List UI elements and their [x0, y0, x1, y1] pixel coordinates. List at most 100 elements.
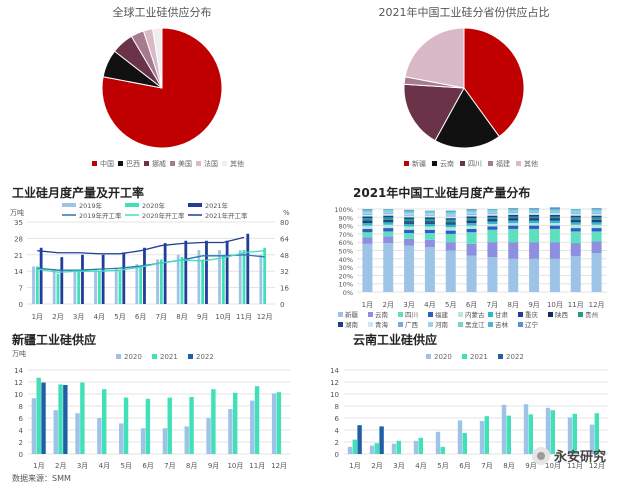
- bar-2020年-2月: [56, 273, 60, 304]
- y-tick-label: 8: [335, 403, 339, 411]
- bar-青海-9月: [529, 213, 540, 215]
- legend-swatch: [428, 312, 433, 317]
- x-tick-label: 4月: [94, 313, 105, 321]
- y2-tick-label: 0: [280, 301, 284, 309]
- x-tick-label: 5月: [121, 462, 132, 470]
- y-tick-label: 60%: [339, 239, 353, 247]
- x-tick-label: 1月: [362, 301, 373, 309]
- bar-广西-8月: [508, 212, 519, 214]
- bar-陕西-8月: [508, 218, 519, 219]
- bar-内蒙古-3月: [404, 226, 415, 230]
- y2-tick-label: 64: [280, 235, 289, 243]
- legend-swatch: [488, 161, 493, 166]
- bar-四川-1月: [362, 232, 373, 238]
- legend-swatch: [125, 203, 139, 207]
- bar-广西-5月: [445, 215, 456, 217]
- bar-吉林-6月: [466, 209, 477, 211]
- bar-吉林-3月: [404, 210, 415, 212]
- x-tick-label: 10月: [215, 313, 231, 321]
- bar-2020-12月: [271, 393, 277, 454]
- legend-label: 重庆: [525, 310, 539, 319]
- bar-甘肃-7月: [487, 221, 498, 224]
- legend-swatch: [460, 161, 465, 166]
- x-tick-label: 11月: [249, 462, 265, 470]
- bar-陕西-9月: [529, 218, 540, 219]
- bar-湖南-3月: [404, 217, 415, 219]
- bar-2020-6月: [140, 428, 146, 454]
- y-tick-label: 6: [335, 415, 340, 423]
- bar-广西-7月: [487, 213, 498, 214]
- bar-青海-7月: [487, 213, 498, 216]
- legend-label: 甘肃: [495, 310, 509, 319]
- legend-label: 辽宁: [525, 320, 539, 329]
- bar-河南-1月: [362, 212, 373, 214]
- bar-2020-3月: [75, 413, 80, 454]
- y-tick-label: 35: [14, 219, 23, 227]
- bar-2022-2月: [379, 426, 384, 454]
- bar-2019年-1月: [32, 266, 35, 304]
- bar-2021-1月: [352, 439, 357, 454]
- pie-slice-其他: [404, 27, 465, 89]
- bar-2021-3月: [80, 382, 85, 454]
- bar-2021年-4月: [101, 254, 105, 304]
- bar-陕西-6月: [466, 220, 477, 222]
- wechat-icon: [531, 446, 550, 465]
- bar-新疆-12月: [591, 252, 602, 292]
- y-tick-label: 10: [330, 391, 339, 399]
- legend-swatch: [516, 161, 521, 166]
- bar-甘肃-11月: [570, 222, 581, 225]
- bar-广西-12月: [591, 213, 602, 214]
- bar-福建-3月: [404, 229, 415, 234]
- bar-湖南-10月: [549, 214, 560, 217]
- legend-swatch: [404, 161, 409, 166]
- legend-label: 云南: [375, 310, 389, 319]
- bar-重庆-11月: [570, 220, 581, 223]
- bar-辽宁-10月: [549, 207, 560, 209]
- bar-四川-10月: [549, 228, 560, 243]
- bar-贵州-1月: [362, 218, 373, 221]
- bar-2019年-6月: [135, 264, 139, 304]
- bar-2021-5月: [440, 446, 445, 454]
- chart-title: 新疆工业硅供应: [12, 332, 96, 347]
- legend-swatch: [426, 354, 431, 359]
- bar-四川-8月: [508, 228, 519, 243]
- x-tick-label: 4月: [424, 301, 435, 309]
- bar-2020-7月: [479, 421, 485, 454]
- bar-黑龙江-4月: [424, 211, 435, 214]
- y-tick-label: 0: [19, 451, 23, 459]
- bar-云南-10月: [549, 242, 560, 259]
- bar-辽宁-5月: [445, 210, 456, 212]
- bar-重庆-1月: [362, 221, 373, 224]
- x-tick-label: 8月: [508, 301, 519, 309]
- x-tick-label: 5月: [437, 462, 448, 470]
- chart-title: 云南工业硅供应: [353, 332, 437, 347]
- bar-2020-8月: [184, 426, 189, 454]
- bar-2020年-5月: [118, 271, 122, 304]
- bar-重庆-12月: [591, 220, 602, 223]
- bar-内蒙古-4月: [424, 226, 435, 230]
- y-tick-label: 90%: [339, 214, 353, 222]
- x-tick-label: 8月: [503, 462, 514, 470]
- bar-2019年-8月: [176, 254, 180, 304]
- y-tick-label: 10%: [339, 281, 353, 289]
- bar-2021-7月: [167, 397, 172, 454]
- bar-2019年-12月: [259, 254, 263, 304]
- chart-title: 全球工业硅供应分布: [113, 5, 212, 19]
- legend-swatch: [222, 161, 227, 166]
- bar-甘肃-4月: [424, 223, 435, 227]
- bar-2021年-9月: [205, 240, 208, 304]
- bar-重庆-9月: [529, 218, 540, 221]
- legend-swatch: [144, 161, 149, 166]
- bar-2019年-5月: [114, 268, 118, 304]
- bar-2021年-1月: [39, 247, 43, 304]
- x-tick-label: 7月: [156, 313, 167, 321]
- bar-2021年-10月: [225, 240, 229, 304]
- bar-内蒙古-5月: [445, 227, 456, 231]
- bar-四川-9月: [529, 228, 540, 243]
- bar-内蒙古-11月: [570, 224, 581, 229]
- legend-swatch: [498, 354, 503, 359]
- bar-贵州-9月: [529, 216, 540, 219]
- bar-新疆-8月: [508, 258, 519, 292]
- legend-label: 2022: [196, 353, 214, 361]
- y-tick-label: 8: [19, 403, 23, 411]
